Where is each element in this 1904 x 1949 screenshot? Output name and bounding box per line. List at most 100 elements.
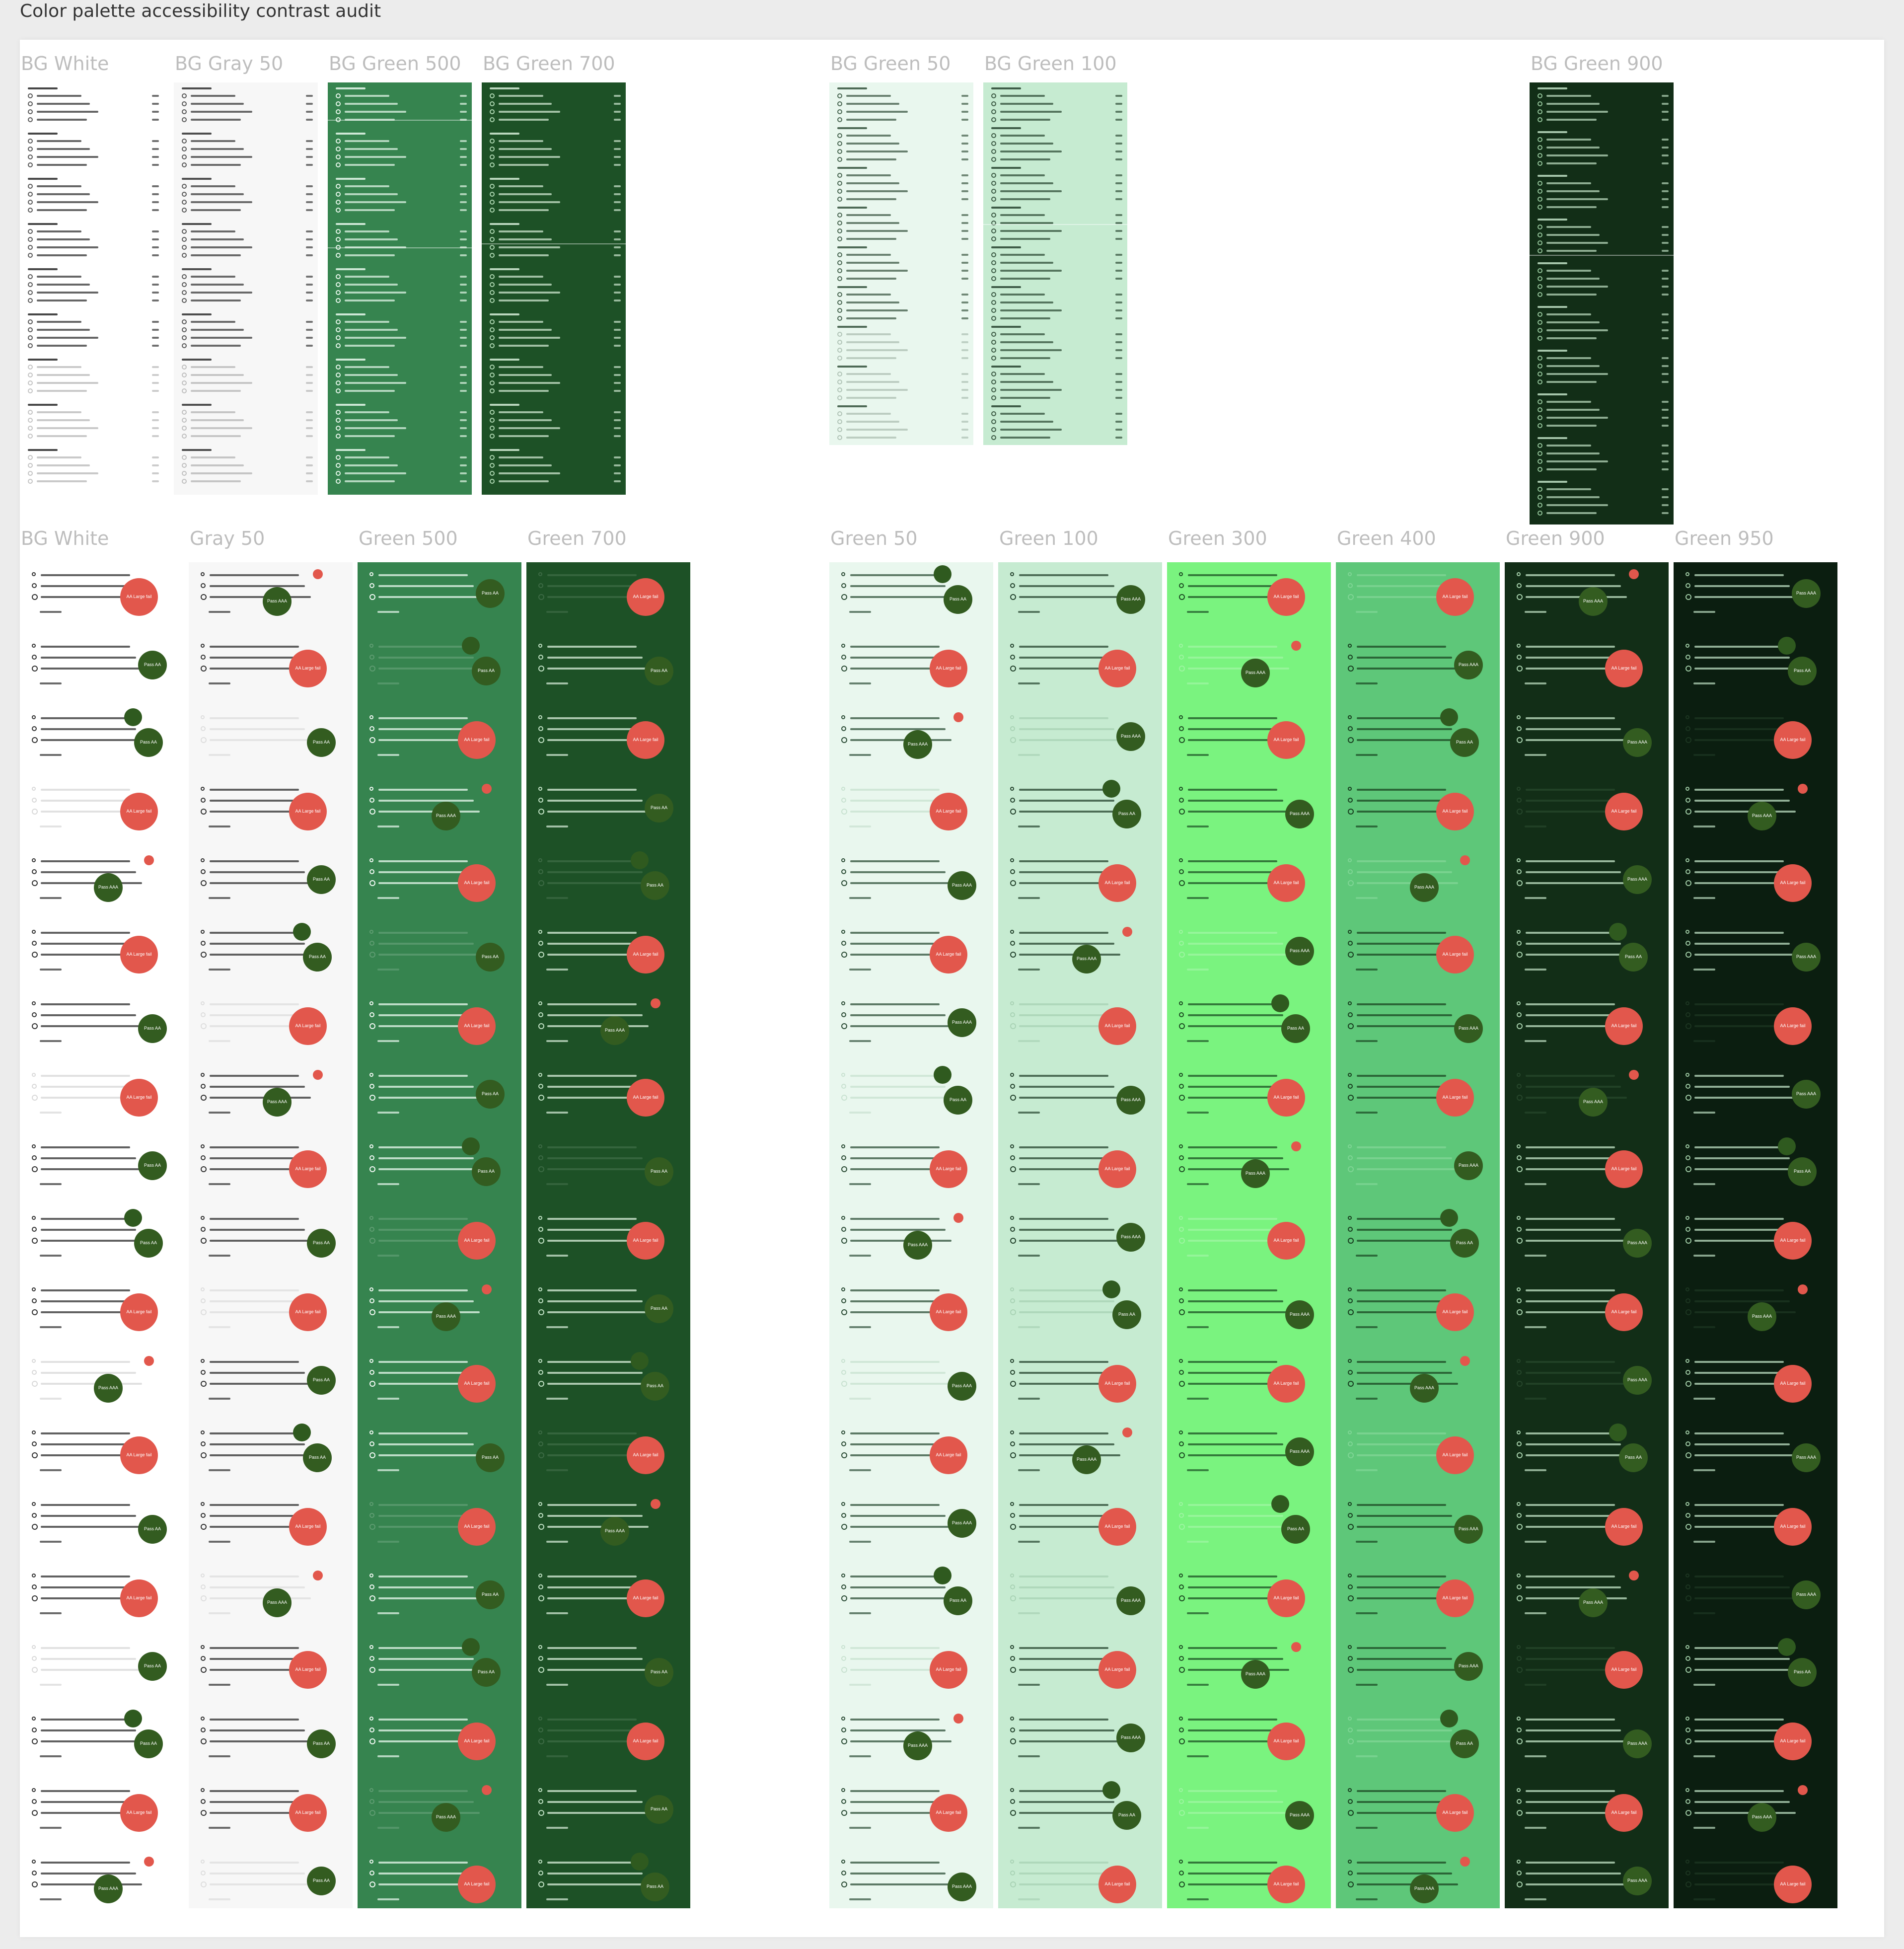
sample-text-bar bbox=[1694, 811, 1796, 813]
stroke-note bbox=[377, 1898, 399, 1900]
sample-text-bar bbox=[1526, 1883, 1627, 1885]
check-circle-icon bbox=[841, 1359, 845, 1363]
row-text bbox=[1546, 119, 1597, 121]
sample-line bbox=[538, 869, 658, 875]
contrast-sample: Pass AAA bbox=[1505, 569, 1669, 644]
sample-text-bar bbox=[850, 800, 946, 802]
sample-line bbox=[1517, 1095, 1636, 1101]
sample-text-bar bbox=[1357, 717, 1446, 719]
sample-text-bar bbox=[1694, 1801, 1790, 1803]
sample-text-bar bbox=[41, 1075, 130, 1077]
sample-line bbox=[1010, 1656, 1129, 1662]
stroke-note bbox=[1525, 1827, 1546, 1829]
list-row bbox=[182, 365, 313, 370]
sample-text-bar bbox=[850, 1669, 952, 1671]
check-circle-icon bbox=[991, 252, 996, 257]
list-row bbox=[182, 343, 313, 348]
list-row bbox=[837, 117, 968, 122]
contrast-sample: AA Large fail bbox=[829, 1788, 993, 1860]
sample-line bbox=[1010, 1860, 1129, 1866]
contrast-sample: AA Large fail bbox=[829, 644, 993, 715]
sample-text-bar bbox=[1019, 1229, 1114, 1231]
sample-line bbox=[1517, 726, 1636, 732]
list-group bbox=[328, 404, 472, 449]
check-circle-icon bbox=[182, 253, 187, 258]
sample-line bbox=[841, 1073, 960, 1079]
check-circle-icon bbox=[369, 1788, 373, 1792]
check-circle-icon bbox=[28, 245, 33, 250]
sample-text-bar bbox=[1188, 932, 1277, 934]
check-circle-icon bbox=[1179, 1359, 1183, 1363]
contrast-sample: Pass AA bbox=[998, 780, 1162, 858]
fail-badge: AA Large fail bbox=[627, 721, 664, 759]
group-heading bbox=[182, 268, 212, 270]
sample-line bbox=[538, 1595, 658, 1601]
pass-badge: Pass AA bbox=[307, 1229, 336, 1258]
sample-text-bar bbox=[1357, 596, 1458, 598]
list-row bbox=[1538, 137, 1669, 142]
sample-text-bar bbox=[1188, 1647, 1277, 1649]
pass-badge: Pass AAA bbox=[1792, 1443, 1821, 1472]
check-circle-icon bbox=[991, 213, 996, 218]
sample-line bbox=[841, 572, 960, 578]
list-row bbox=[336, 101, 467, 106]
check-circle-icon bbox=[490, 298, 495, 303]
sample-text-bar bbox=[41, 1025, 142, 1027]
sample-line bbox=[1517, 1298, 1636, 1304]
list-row bbox=[182, 101, 313, 106]
sample-text-bar bbox=[1188, 1586, 1283, 1588]
section-label: Gray 50 bbox=[190, 527, 265, 549]
sample-line bbox=[1685, 1881, 1805, 1887]
sample-line bbox=[1010, 1667, 1129, 1673]
stroke-note bbox=[1187, 1469, 1209, 1471]
sample-text-bar bbox=[1019, 1719, 1108, 1721]
sample-text-bar bbox=[1357, 1432, 1446, 1434]
contrast-sample: AA Large fail bbox=[1336, 1574, 1500, 1645]
row-value bbox=[306, 254, 313, 256]
stroke-note bbox=[1693, 1469, 1715, 1471]
sample-text-bar bbox=[210, 1729, 305, 1731]
sample-text-bar bbox=[1694, 1647, 1784, 1649]
stroke-note bbox=[849, 754, 871, 756]
check-circle-icon bbox=[837, 435, 842, 440]
sample-text-bar bbox=[41, 1146, 130, 1148]
check-circle-icon bbox=[28, 380, 33, 385]
check-circle-icon bbox=[1517, 737, 1523, 743]
check-circle-icon bbox=[1685, 880, 1691, 886]
sample-text-bar bbox=[547, 1361, 637, 1363]
row-value bbox=[306, 193, 313, 195]
check-circle-icon bbox=[841, 1012, 846, 1017]
check-circle-icon bbox=[32, 930, 36, 934]
list-row bbox=[336, 237, 467, 242]
check-circle-icon bbox=[1538, 467, 1542, 472]
check-circle-icon bbox=[1010, 869, 1015, 874]
list-row bbox=[837, 316, 968, 321]
section-divider bbox=[482, 243, 626, 244]
check-circle-icon bbox=[28, 184, 33, 189]
check-circle-icon bbox=[837, 340, 842, 345]
pass-badge: Pass AAA bbox=[94, 873, 123, 902]
list-group bbox=[482, 268, 626, 313]
stroke-note bbox=[546, 682, 568, 684]
fail-badge: AA Large fail bbox=[930, 650, 967, 687]
list-row bbox=[1538, 268, 1669, 273]
row-text bbox=[1546, 460, 1608, 462]
check-circle-icon bbox=[32, 1155, 37, 1160]
check-circle-icon bbox=[490, 184, 495, 189]
row-text bbox=[846, 95, 891, 97]
sample-line bbox=[32, 1441, 151, 1447]
check-circle-icon bbox=[538, 644, 542, 648]
sample-line bbox=[1517, 1788, 1636, 1794]
sample-line bbox=[369, 1430, 489, 1436]
list-group bbox=[328, 87, 472, 133]
sample-line bbox=[841, 1810, 960, 1816]
sample-line bbox=[538, 666, 658, 672]
contrast-sample: AA Large fail bbox=[1336, 930, 1500, 1001]
list-row bbox=[991, 189, 1122, 194]
sample-text-bar bbox=[1019, 1526, 1120, 1528]
stroke-note bbox=[1693, 1112, 1715, 1114]
contrast-sample: AA Large fail bbox=[358, 1860, 521, 1908]
row-value bbox=[460, 435, 467, 437]
stroke-note bbox=[1187, 1326, 1209, 1328]
contrast-sample: Pass AAA bbox=[358, 1284, 521, 1359]
